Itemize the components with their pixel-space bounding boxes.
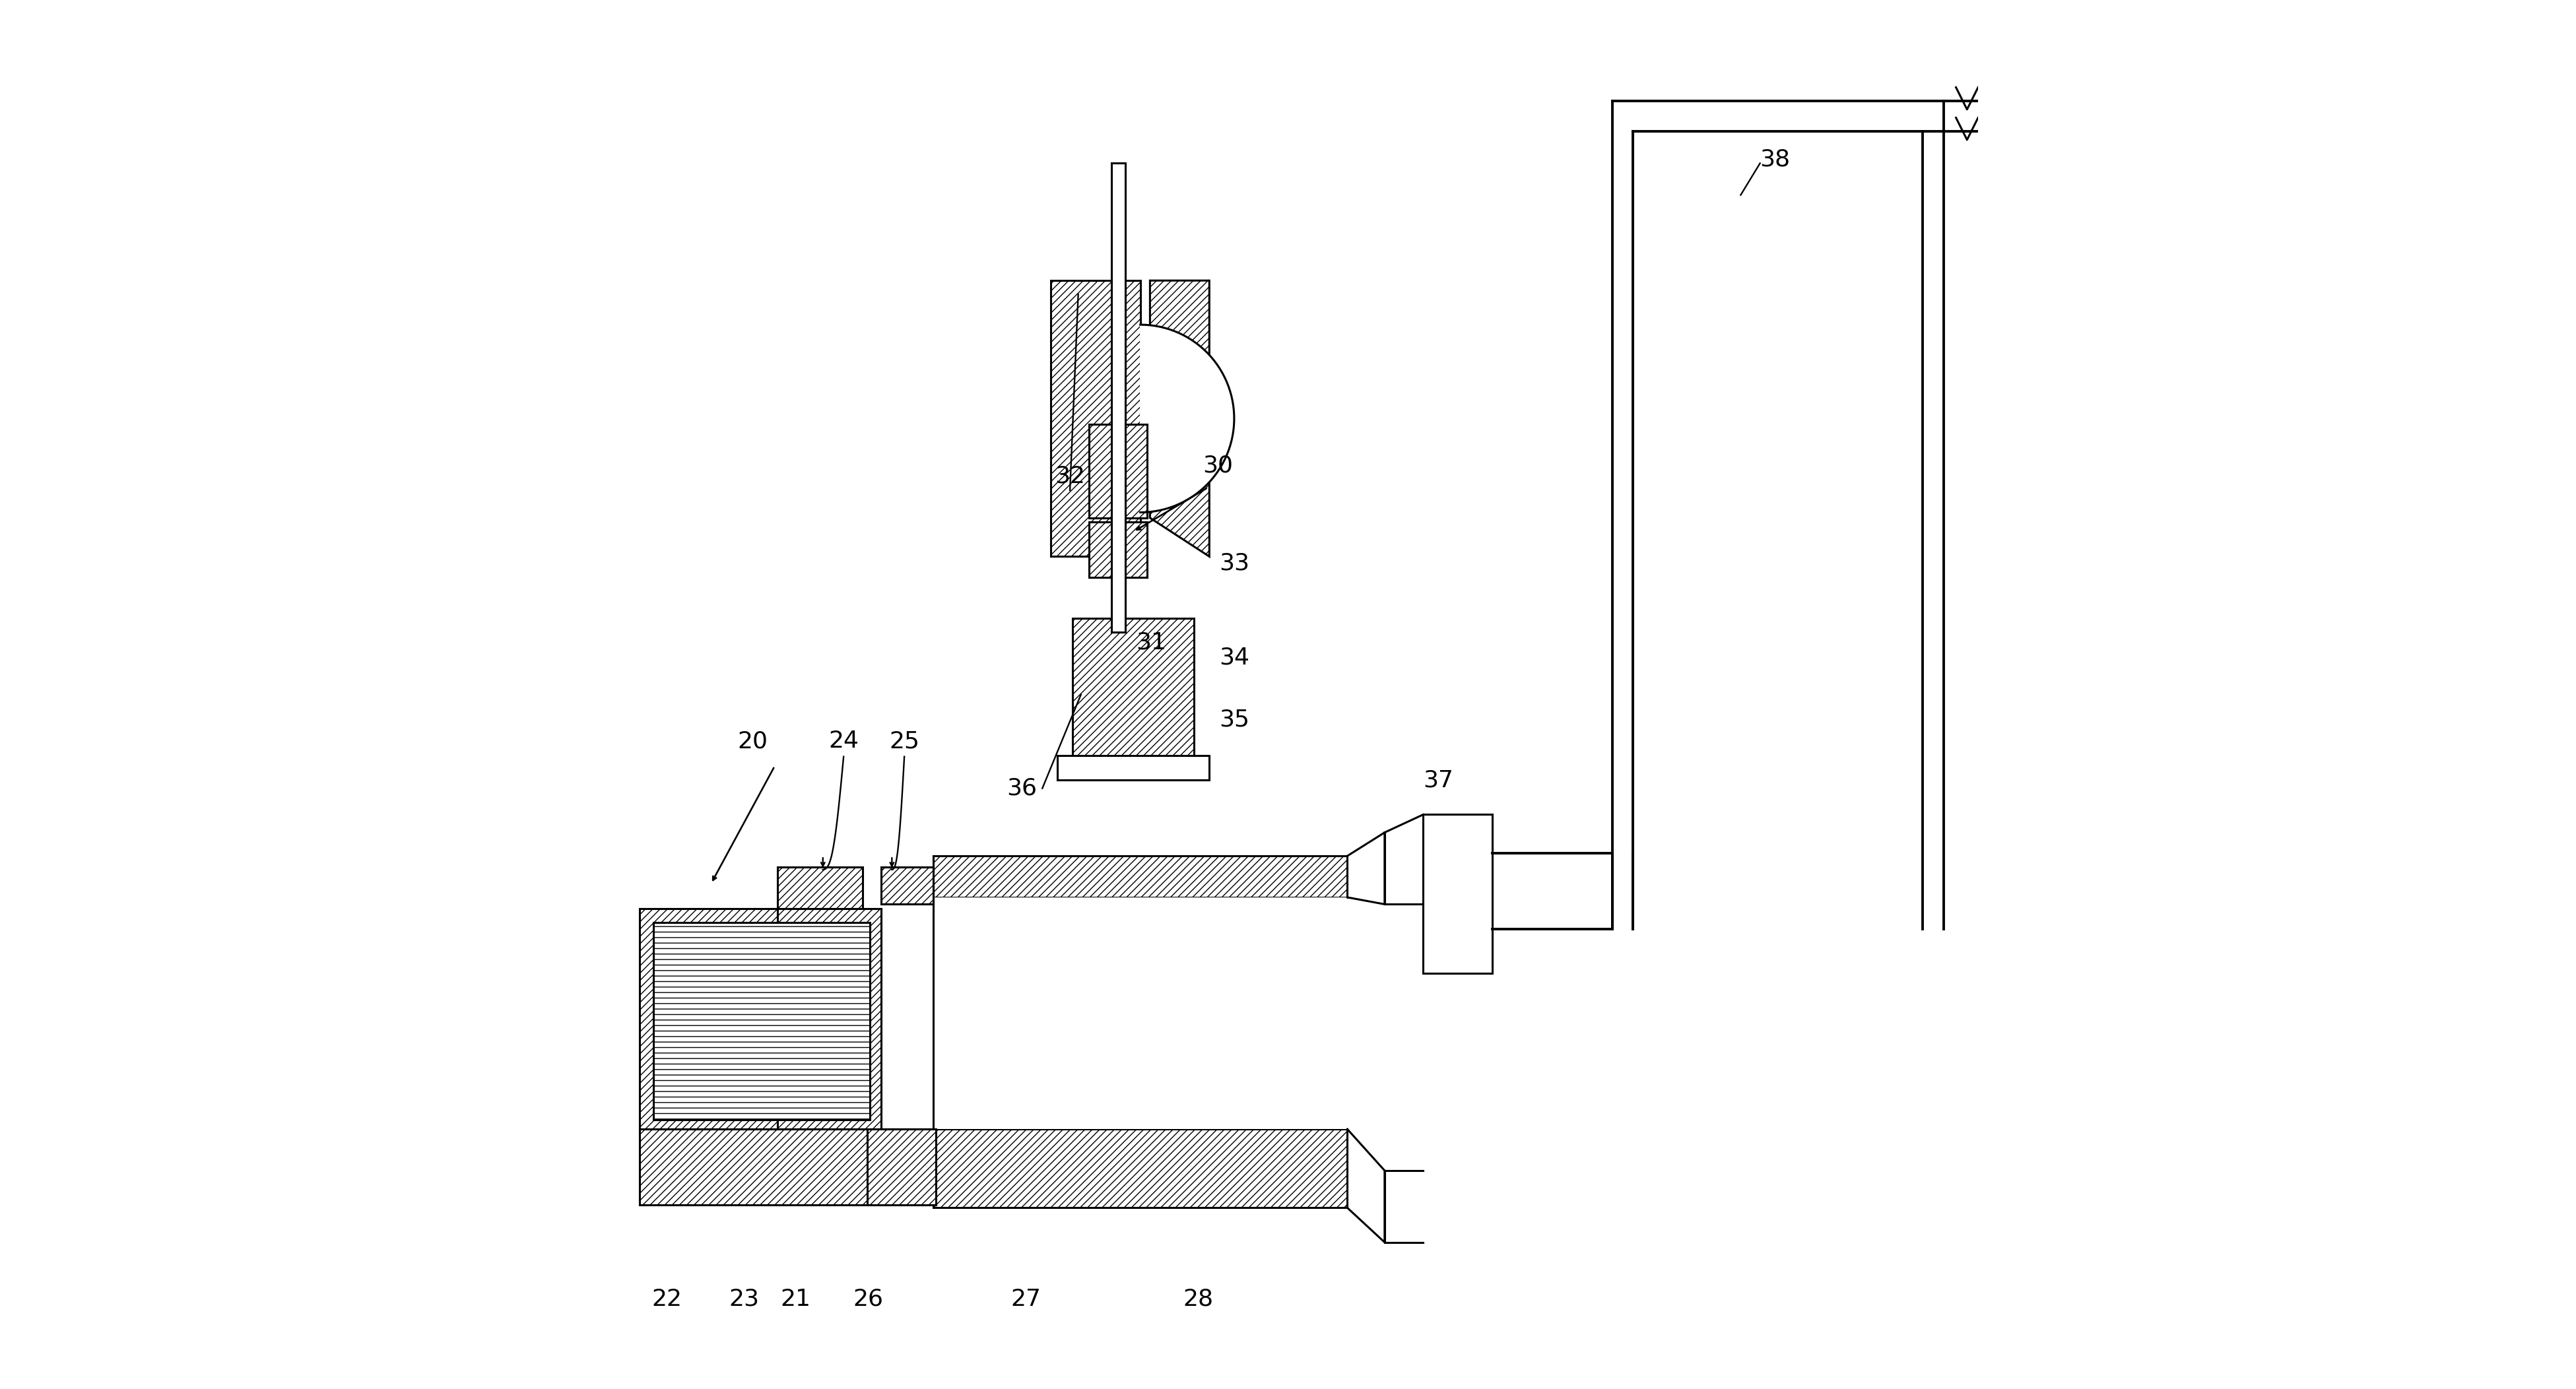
Bar — [639, 908, 778, 1129]
Text: 35: 35 — [1218, 708, 1249, 731]
Bar — [881, 867, 933, 904]
Bar — [1051, 281, 1141, 557]
Bar — [1059, 756, 1208, 781]
Text: 32: 32 — [1054, 465, 1084, 488]
Bar — [778, 908, 881, 1129]
Text: 36: 36 — [1007, 776, 1036, 800]
Text: 26: 26 — [853, 1288, 884, 1310]
Text: 31: 31 — [1136, 631, 1167, 653]
Text: 27: 27 — [1010, 1288, 1041, 1310]
Polygon shape — [1141, 325, 1234, 513]
Bar — [778, 867, 863, 908]
Text: 34: 34 — [1218, 646, 1249, 668]
Bar — [654, 922, 871, 1120]
Text: 28: 28 — [1182, 1288, 1213, 1310]
Bar — [1110, 164, 1126, 632]
Text: 37: 37 — [1425, 770, 1453, 792]
Text: 38: 38 — [1759, 147, 1790, 171]
Bar — [1425, 814, 1492, 974]
Text: 25: 25 — [889, 731, 920, 753]
Text: 33: 33 — [1218, 553, 1249, 575]
Bar — [1090, 522, 1146, 578]
Text: 20: 20 — [737, 731, 768, 753]
Text: 23: 23 — [729, 1288, 760, 1310]
Bar — [868, 1129, 935, 1206]
Bar — [933, 856, 1347, 897]
Text: 22: 22 — [652, 1288, 683, 1310]
Polygon shape — [1149, 281, 1208, 557]
Text: 21: 21 — [781, 1288, 811, 1310]
Bar — [1072, 618, 1195, 764]
Bar — [1090, 424, 1146, 518]
Bar — [933, 1129, 1347, 1208]
Text: 24: 24 — [829, 731, 858, 753]
Text: 30: 30 — [1203, 454, 1234, 476]
Bar — [639, 1129, 930, 1206]
Bar — [933, 897, 1347, 1129]
